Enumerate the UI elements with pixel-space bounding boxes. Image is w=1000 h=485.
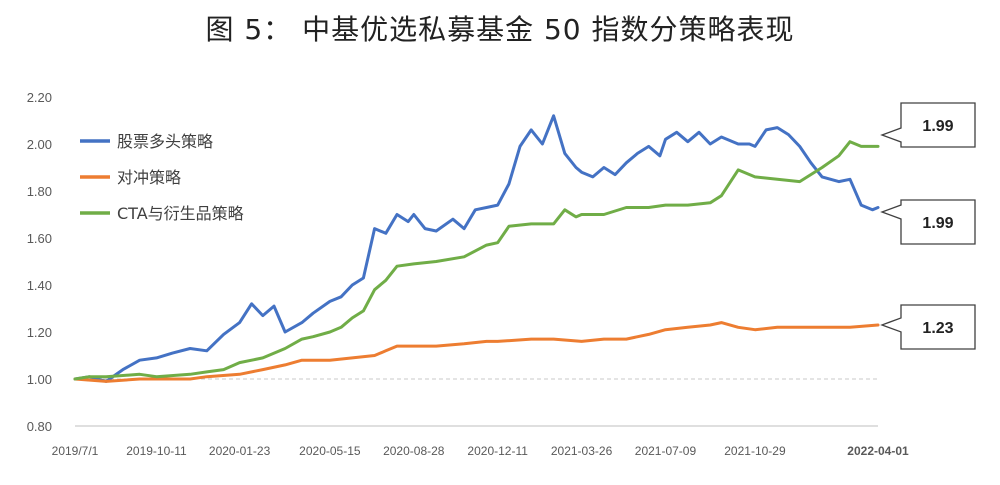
callout-value: 1.99 bbox=[922, 215, 953, 232]
x-tick-label: 2019-10-11 bbox=[126, 444, 187, 458]
legend-label: CTA与衍生品策略 bbox=[117, 204, 244, 223]
y-tick-label: 2.00 bbox=[27, 137, 52, 152]
callout-box bbox=[880, 102, 976, 148]
x-tick-label: 2020-05-15 bbox=[299, 444, 361, 458]
x-tick-label: 2021-03-26 bbox=[551, 444, 613, 458]
series-line-1 bbox=[73, 321, 880, 383]
legend-label: 股票多头策略 bbox=[117, 132, 213, 151]
x-tick-label: 2020-01-23 bbox=[209, 444, 271, 458]
x-tick-label: 2019/7/1 bbox=[52, 444, 99, 458]
x-tick-label: 2021-10-29 bbox=[724, 444, 786, 458]
callout-box bbox=[880, 199, 976, 245]
callout-box bbox=[880, 304, 976, 350]
y-tick-label: 1.20 bbox=[27, 325, 52, 340]
x-axis: 2019/7/1 2019-10-11 2020-01-23 2020-05-15 20… bbox=[52, 444, 909, 458]
series-line-0 bbox=[73, 114, 880, 383]
end-value-callouts: 1.99 1.99 1.23 bbox=[880, 102, 976, 350]
chart-title: 图 5： 中基优选私募基金 50 指数分策略表现 bbox=[205, 13, 795, 46]
y-tick-label: 1.00 bbox=[27, 372, 52, 387]
y-tick-label: 0.80 bbox=[27, 419, 52, 434]
series-layer bbox=[73, 114, 880, 383]
y-tick-label: 1.40 bbox=[27, 278, 52, 293]
y-tick-label: 2.20 bbox=[27, 90, 52, 105]
x-tick-label: 2020-12-11 bbox=[467, 444, 528, 458]
callout-value: 1.99 bbox=[922, 118, 953, 135]
x-tick-label: 2020-08-28 bbox=[383, 444, 445, 458]
x-tick-label: 2021-07-09 bbox=[635, 444, 697, 458]
callout-value: 1.23 bbox=[922, 320, 953, 337]
series-line-2 bbox=[73, 140, 880, 381]
y-tick-label: 1.80 bbox=[27, 184, 52, 199]
legend-label: 对冲策略 bbox=[117, 168, 181, 187]
y-tick-label: 1.60 bbox=[27, 231, 52, 246]
x-tick-label: 2022-04-01 bbox=[847, 444, 909, 458]
y-axis: 0.80 1.00 1.20 1.40 1.60 1.80 2.00 2.20 bbox=[27, 90, 52, 434]
